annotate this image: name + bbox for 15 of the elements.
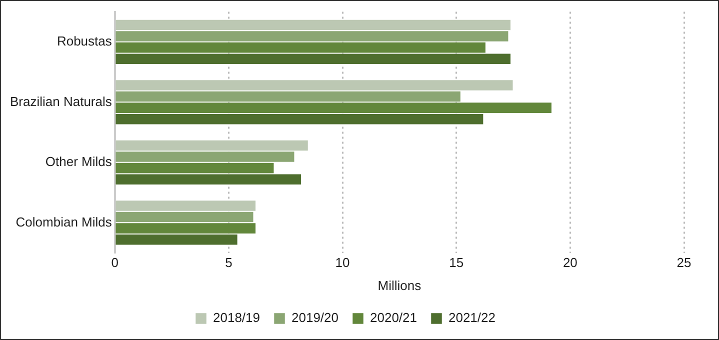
legend-label: 2018/19: [213, 310, 260, 326]
x-tick-label: 10: [335, 255, 350, 270]
x-tick-label: 20: [562, 255, 578, 270]
x-tick-label: 25: [676, 255, 692, 270]
x-tick-label: 15: [449, 255, 464, 270]
x-tick-label: 0: [111, 255, 118, 270]
y-tick-label: Brazilian Naturals: [10, 94, 112, 109]
x-axis-title: Millions: [378, 278, 422, 293]
legend-label: 2019/20: [292, 310, 339, 326]
x-tick-label: 5: [225, 255, 232, 270]
legend-label: 2020/21: [370, 310, 417, 326]
legend-label: 2021/22: [448, 310, 496, 326]
y-tick-label: Robustas: [56, 34, 112, 49]
y-tick-label: Colombian Milds: [16, 214, 112, 230]
y-tick-label: Other Milds: [45, 154, 112, 170]
